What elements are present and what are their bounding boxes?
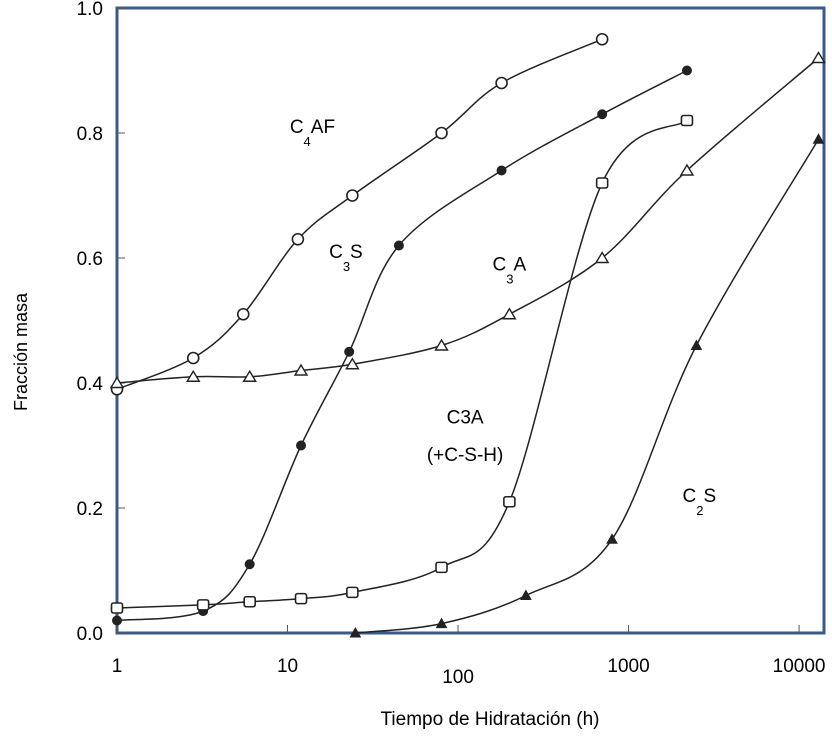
x-tick-label: 100 [442,667,474,688]
curve-label: C2S [682,486,716,518]
square-marker [435,561,448,574]
circle-marker [435,126,448,140]
curve-label-suffix: AF [311,117,335,138]
dot-marker [597,109,608,120]
dot-marker [344,346,355,357]
curve-label-main: C [329,242,343,263]
square-marker [110,602,124,614]
dot-marker [296,440,307,451]
curve-label-main: C [682,486,696,507]
triangle-marker [109,376,125,389]
curve-label-main: C3A [447,408,484,429]
dot-marker [244,559,255,570]
triangle-marker [242,369,257,382]
square-marker [503,495,516,508]
dot-marker [496,165,507,176]
curve-label: C3A [447,408,484,429]
triangle-marker [594,251,610,264]
circle-marker [595,32,609,46]
curve-label-subscript: 3 [343,259,350,274]
circle-marker [186,351,200,365]
triangle-marker [502,307,517,320]
y-tick-label: 0.4 [77,374,104,395]
plot-frame [115,6,826,635]
dot-marker [393,240,404,251]
series-line [116,69,688,622]
filled-triangle-marker [690,339,703,350]
curve-label-suffix: A [514,255,527,276]
circle-marker [495,76,508,90]
curve-label-suffix: S [703,486,716,507]
dot-marker [681,65,692,76]
circle-marker [236,307,250,321]
triangle-marker [811,51,826,64]
curve-label: (+C-S-H) [427,445,504,466]
square-marker [680,114,694,127]
x-tick-label: 10000 [773,656,826,677]
y-tick-label: 0.0 [77,624,103,645]
triangle-marker [679,163,695,176]
y-tick-label: 0.6 [77,249,103,270]
circle-marker [346,189,359,202]
series-line [355,138,820,634]
series-line [116,119,688,609]
curve-label-subscript: 3 [506,272,513,287]
curve-label-main: (+C-S-H) [427,445,504,466]
x-axis-label: Tiempo de Hidratación (h) [381,709,600,730]
circle-marker [291,232,305,246]
x-tick-label: 1000 [607,656,649,677]
curve-label-subscript: 4 [304,134,311,149]
filled-triangle-marker [349,626,362,638]
curve-label-main: C [493,255,507,276]
square-marker [243,595,256,608]
curve-label-main: C [290,117,304,138]
triangle-marker [186,369,201,382]
curve-label: C4AF [290,117,335,149]
x-tick-label: 1 [112,656,123,677]
series-line [116,57,819,384]
axis-layer: 0.0 0.2 0.4 0.6 0.8 1.0 1 10 100 1000 10000 [77,0,826,688]
square-marker [346,586,359,599]
filled-triangle-marker [520,589,532,600]
filled-triangle-marker [606,533,618,544]
filled-triangle-marker [812,133,825,144]
curve-label-suffix: S [350,242,363,263]
triangle-marker [293,363,309,376]
x-tick-label: 10 [277,656,298,677]
square-marker [294,592,308,605]
triangle-marker [345,357,360,370]
dot-marker [112,615,122,626]
curve-label: C3S [329,242,363,274]
y-tick-label: 1.0 [77,0,103,20]
filled-triangle-marker [435,617,448,629]
y-tick-label: 0.8 [77,124,103,145]
series-line [116,38,603,390]
square-marker [595,177,609,189]
curve-label: C3A [493,255,527,287]
triangle-marker [434,338,449,351]
y-axis-label: Fracción masa [11,292,31,411]
curve-label-subscript: 2 [696,503,703,518]
series-layer [109,32,826,638]
y-tick-label: 0.2 [77,499,103,520]
square-marker [196,599,210,611]
